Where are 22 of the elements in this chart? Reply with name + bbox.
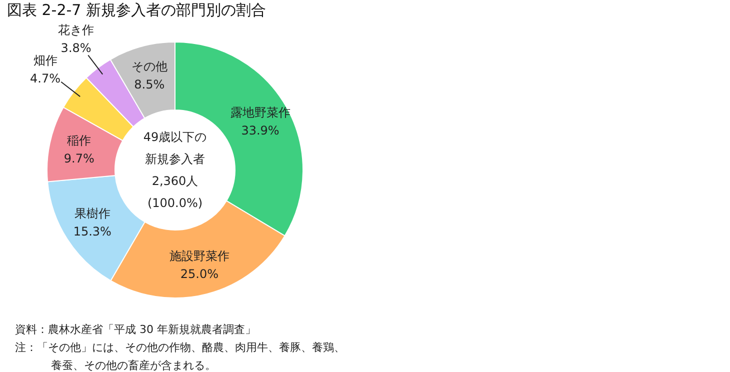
data-label: 9.7% <box>64 152 94 166</box>
data-label: 3.8% <box>60 41 92 56</box>
data-label: 4.7% <box>30 72 61 86</box>
slice-label: 花き作 <box>58 23 94 38</box>
slice-label: 施設野菜作 <box>169 248 230 263</box>
data-label: 33.9% <box>241 124 280 138</box>
chart-title: 図表 2-2-7 新規参入者の部門別の割合 <box>7 1 266 19</box>
data-label: 8.5% <box>134 77 165 92</box>
text: 注：「その他」には、その他の作物、酪農、肉用牛、養豚、養鶏、 <box>15 341 345 354</box>
slice-label: 露地野菜作 <box>230 106 290 120</box>
text: 新規参入者 <box>145 152 205 166</box>
text: (100.0%) <box>147 196 203 210</box>
data-label: 25.0% <box>180 266 219 281</box>
text: 資料：農林水産省「平成 30 年新規就農者調査」 <box>15 323 256 336</box>
slice-label: 稲作 <box>67 134 92 148</box>
slice-label: その他 <box>131 59 168 74</box>
text: 養蚕、その他の畜産が含まれる。 <box>51 359 216 372</box>
slice-label: 果樹作 <box>74 206 110 221</box>
slice-label: 畑作 <box>33 54 58 68</box>
text: 49歳以下の <box>143 130 207 144</box>
data-label: 15.3% <box>73 224 112 239</box>
text: 2,360人 <box>152 174 198 188</box>
